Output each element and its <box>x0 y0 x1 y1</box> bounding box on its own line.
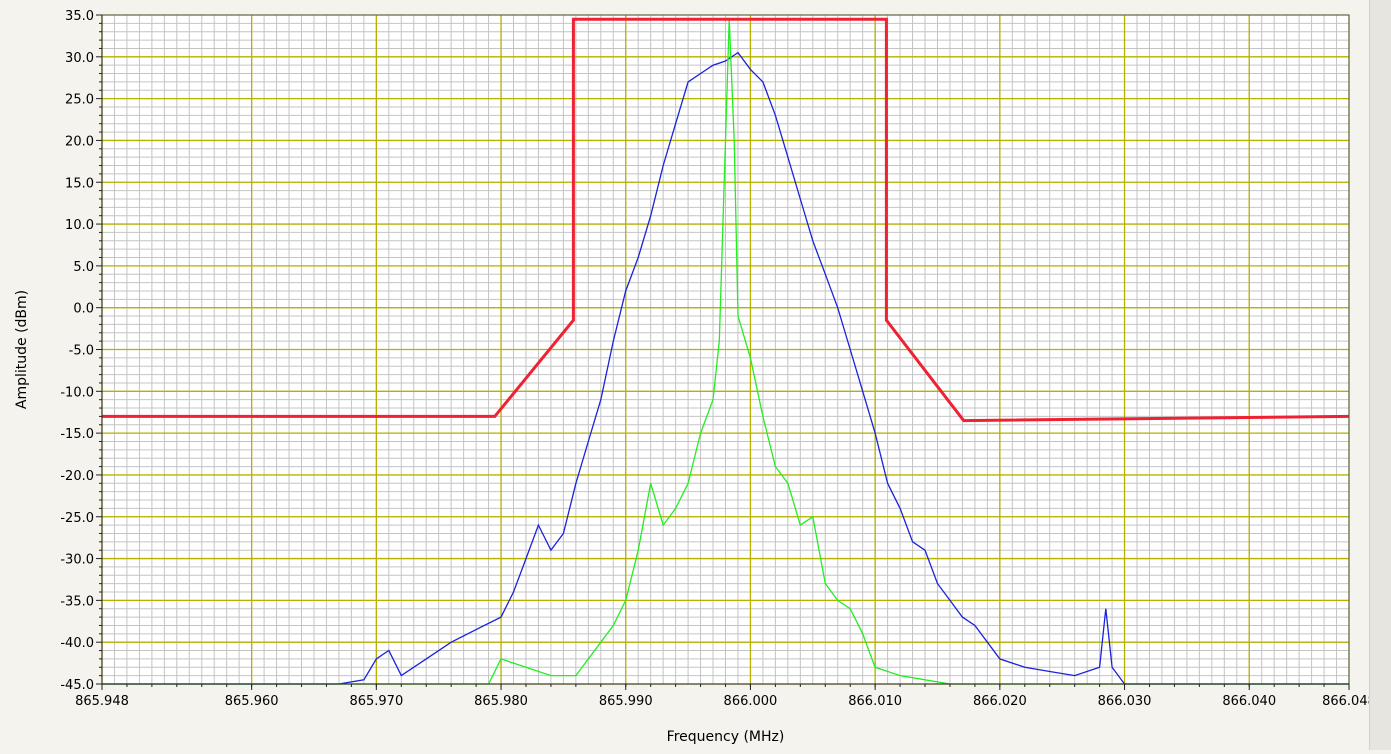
x-tick-label: 865.990 <box>599 694 653 709</box>
y-tick-label: 30.0 <box>65 51 94 66</box>
x-tick-label: 865.970 <box>349 694 403 709</box>
y-tick-label: 0.0 <box>73 302 94 317</box>
x-axis-label: Frequency (MHz) <box>667 729 785 745</box>
y-tick-label: 20.0 <box>65 134 94 149</box>
y-tick-label: 25.0 <box>65 93 94 108</box>
mask-trace <box>102 17 1350 423</box>
y-tick-label: 15.0 <box>65 176 94 191</box>
y-tick-label: 10.0 <box>65 218 94 233</box>
y-tick-label: -10.0 <box>60 385 94 400</box>
y-tick-label: -5.0 <box>69 344 94 359</box>
y-tick-label: -30.0 <box>60 553 94 568</box>
x-tick-label: 865.960 <box>225 694 279 709</box>
x-tick-label: 866.030 <box>1098 694 1152 709</box>
x-tick-label: 866.048 <box>1322 694 1376 709</box>
vertical-scrollbar[interactable] <box>1369 0 1391 750</box>
x-tick-label: 866.020 <box>973 694 1027 709</box>
y-tick-label: -40.0 <box>60 636 94 651</box>
y-tick-label: 35.0 <box>65 9 94 24</box>
x-tick-label: 866.010 <box>848 694 902 709</box>
y-tick-label: -25.0 <box>60 511 94 526</box>
y-tick-label: -15.0 <box>60 427 94 442</box>
x-axis: 865.948 865.960 865.970 865.980 865.990 866.0… <box>75 683 1376 709</box>
x-tick-label: 865.980 <box>474 694 528 709</box>
y-tick-label: 5.0 <box>73 260 94 275</box>
y-tick-label: -35.0 <box>60 594 94 609</box>
carrier-trace <box>102 19 1349 685</box>
x-tick-label: 866.000 <box>724 694 778 709</box>
y-axis-label: Amplitude (dBm) <box>14 290 30 409</box>
y-tick-label: -45.0 <box>60 678 94 693</box>
x-tick-label: 866.040 <box>1222 694 1276 709</box>
series-layer <box>102 17 1350 685</box>
y-axis: 35.0 30.0 25.0 20.0 15.0 10.0 5.0 0.0 -5.0 -10.0 -… <box>60 9 103 693</box>
spectrum-trace <box>102 51 1349 685</box>
x-tick-label: 865.948 <box>75 694 129 709</box>
y-tick-label: -20.0 <box>60 469 94 484</box>
